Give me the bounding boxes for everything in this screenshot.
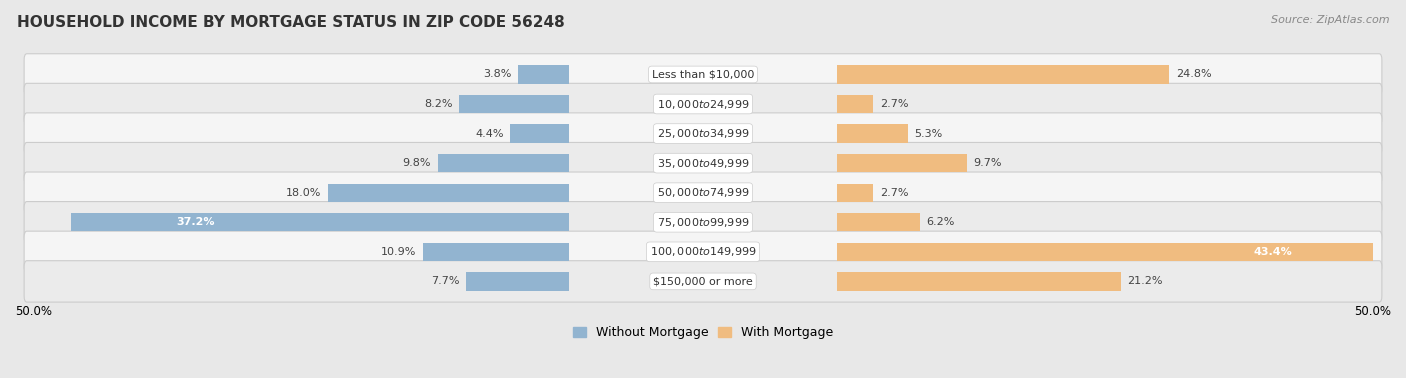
Bar (465, 272, 569, 291)
Text: 5.3%: 5.3% (914, 129, 943, 139)
Legend: Without Mortgage, With Mortgage: Without Mortgage, With Mortgage (568, 321, 838, 344)
FancyBboxPatch shape (24, 231, 1382, 273)
FancyBboxPatch shape (24, 201, 1382, 243)
FancyBboxPatch shape (24, 172, 1382, 214)
Bar (837, 124, 908, 143)
Bar (837, 154, 967, 172)
FancyBboxPatch shape (24, 143, 1382, 184)
Bar (510, 124, 569, 143)
Bar (837, 272, 1121, 291)
Bar (837, 213, 920, 231)
Text: 24.8%: 24.8% (1175, 70, 1212, 79)
Text: 2.7%: 2.7% (880, 188, 908, 198)
Text: Less than $10,000: Less than $10,000 (652, 70, 754, 79)
Text: $75,000 to $99,999: $75,000 to $99,999 (657, 216, 749, 229)
Bar (423, 243, 569, 261)
Text: $10,000 to $24,999: $10,000 to $24,999 (657, 98, 749, 110)
Text: 43.4%: 43.4% (1253, 247, 1292, 257)
Text: 18.0%: 18.0% (285, 188, 322, 198)
Text: $25,000 to $34,999: $25,000 to $34,999 (657, 127, 749, 140)
Text: 2.7%: 2.7% (880, 99, 908, 109)
Text: 21.2%: 21.2% (1128, 276, 1163, 287)
Text: $35,000 to $49,999: $35,000 to $49,999 (657, 156, 749, 170)
FancyBboxPatch shape (24, 54, 1382, 95)
Bar (837, 65, 1168, 84)
Text: $150,000 or more: $150,000 or more (654, 276, 752, 287)
FancyBboxPatch shape (24, 83, 1382, 125)
Text: 7.7%: 7.7% (430, 276, 460, 287)
Bar (437, 154, 569, 172)
Text: $100,000 to $149,999: $100,000 to $149,999 (650, 245, 756, 258)
Text: 6.2%: 6.2% (927, 217, 955, 227)
Bar (460, 95, 569, 113)
Bar (328, 184, 569, 202)
Text: 3.8%: 3.8% (484, 70, 512, 79)
FancyBboxPatch shape (24, 261, 1382, 302)
Text: 9.8%: 9.8% (402, 158, 432, 168)
Text: Source: ZipAtlas.com: Source: ZipAtlas.com (1271, 15, 1389, 25)
Text: $50,000 to $74,999: $50,000 to $74,999 (657, 186, 749, 199)
FancyBboxPatch shape (24, 113, 1382, 154)
Bar (837, 184, 873, 202)
Text: 9.7%: 9.7% (973, 158, 1002, 168)
Text: 37.2%: 37.2% (176, 217, 215, 227)
Bar (519, 65, 569, 84)
Text: 4.4%: 4.4% (475, 129, 503, 139)
Text: 8.2%: 8.2% (425, 99, 453, 109)
Bar (70, 213, 569, 231)
Text: 10.9%: 10.9% (381, 247, 416, 257)
Bar (837, 243, 1406, 261)
Bar (837, 95, 873, 113)
Text: HOUSEHOLD INCOME BY MORTGAGE STATUS IN ZIP CODE 56248: HOUSEHOLD INCOME BY MORTGAGE STATUS IN Z… (17, 15, 565, 30)
